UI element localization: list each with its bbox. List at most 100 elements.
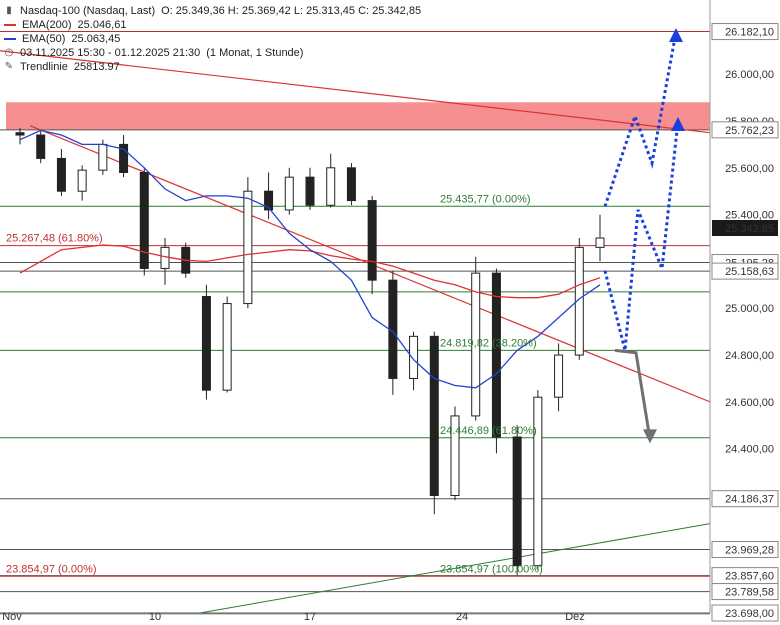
candle [533, 390, 543, 571]
candle-body [15, 132, 25, 136]
level-price-label: 23.857,60 [725, 571, 774, 583]
candle-body [346, 167, 356, 202]
arrow-head-icon [671, 116, 685, 131]
legend-instrument: Nasdaq-100 (Nasdaq, Last) [20, 5, 156, 17]
candle [346, 163, 356, 206]
candle-body [284, 176, 294, 211]
legend-label: EMA(200) [22, 19, 72, 31]
x-tick-label: Nov [2, 611, 22, 623]
legend-ohlc: O: 25.349,36 H: 25.369,42 L: 25.313,45 C… [161, 5, 422, 17]
candle [595, 214, 605, 262]
bar-chart-icon: ▮ [6, 5, 12, 16]
legend-value: 25813.97 [73, 61, 120, 73]
legend-value: 25.063,45 [71, 33, 121, 45]
candle [139, 167, 149, 276]
candle-body [56, 157, 66, 192]
line-swatch-icon [4, 38, 16, 40]
ema50-line [19, 129, 601, 389]
candle [243, 177, 253, 309]
fib-annotation: 25.435,77 (0.00%) [440, 193, 531, 205]
y-tick-label: 25.000,00 [725, 303, 774, 315]
legend-label: EMA(50) [22, 33, 66, 45]
candle-body [471, 272, 481, 417]
candle [409, 331, 419, 391]
level-price-box [711, 604, 779, 622]
candle-body [264, 190, 274, 211]
candle-body [243, 190, 253, 305]
candle-body [119, 143, 129, 173]
forecast-path [603, 31, 678, 207]
candle [160, 238, 170, 285]
current-price-label: 25.342,85 [725, 223, 774, 235]
candle-body [36, 134, 46, 159]
level-price-box [711, 541, 779, 559]
candle-body [160, 246, 170, 269]
candle [222, 296, 232, 393]
candle [119, 135, 129, 178]
y-tick-label: 24.400,00 [725, 444, 774, 456]
candle-body [533, 396, 543, 567]
legend-value: (1 Monat, 1 Stunde) [206, 47, 304, 59]
legend-row-ema200[interactable]: EMA(200) 25.046,61 [4, 18, 421, 32]
resistance-trendline [0, 50, 711, 134]
fib-annotation: 24.819,82 (38.20%) [440, 338, 537, 350]
candle-body [98, 143, 108, 171]
fib-annotation: 24.446,89 (61.80%) [440, 425, 537, 437]
fib-annotation: 23.854,97 (0.00%) [6, 563, 97, 575]
line-swatch-icon [4, 24, 16, 26]
ema200-line [19, 244, 601, 299]
fib-annotation: 23.854,97 (100.00%) [440, 563, 543, 575]
candle-body [429, 335, 439, 496]
candle [429, 331, 439, 515]
candle [264, 172, 274, 220]
candle-body [326, 167, 336, 206]
candle-body [77, 169, 87, 192]
legend-label: 03.11.2025 15:30 - 01.12.2025 21:30 [20, 47, 201, 59]
level-price-label: 23.698,00 [725, 608, 774, 620]
legend-value: 25.046,61 [77, 19, 127, 31]
level-price-box [711, 262, 779, 280]
x-tick-label: 10 [149, 611, 161, 623]
forecast-path [614, 348, 652, 440]
pencil-icon: ✎ [4, 61, 14, 72]
legend-row-trendline[interactable]: ✎ Trendlinie 25813.97 [4, 60, 421, 74]
candle-body [491, 272, 501, 438]
legend-row-period[interactable]: ◷ 03.11.2025 15:30 - 01.12.2025 21:30 (1… [4, 46, 421, 60]
candle [77, 165, 87, 201]
level-price-box [711, 583, 779, 601]
level-price-box [711, 23, 779, 41]
candle-body [512, 436, 522, 567]
legend-row-ema50[interactable]: EMA(50) 25.063,45 [4, 32, 421, 46]
fib-annotation: 25.267,48 (61.80%) [6, 233, 103, 245]
candle-body [201, 296, 211, 391]
y-tick-label: 26.000,00 [725, 69, 774, 81]
candle [367, 195, 377, 295]
resistance-zone [6, 102, 710, 130]
candle [284, 167, 294, 215]
forecast-path [603, 120, 680, 351]
candle [305, 167, 315, 210]
level-price-label: 26.182,10 [725, 27, 774, 39]
level-price-label: 24.186,37 [725, 494, 774, 506]
y-tick-label: 25.600,00 [725, 163, 774, 175]
candle-body [367, 200, 377, 281]
candle [56, 149, 66, 196]
legend-label: Trendlinie [20, 61, 68, 73]
x-tick-label: 17 [304, 611, 316, 623]
level-price-box [711, 121, 779, 139]
candle [471, 256, 481, 421]
candle-body [409, 335, 419, 379]
candle-body [595, 237, 605, 248]
candle-body [222, 303, 232, 391]
level-price-label: 25.762,23 [725, 125, 774, 137]
current-price-badge [712, 219, 778, 236]
chart-legend: ▮ Nasdaq-100 (Nasdaq, Last) O: 25.349,36… [4, 4, 421, 74]
candle-body [139, 171, 149, 269]
candle [15, 128, 25, 145]
x-tick-label: 24 [456, 611, 468, 623]
candle-body [554, 354, 564, 398]
level-price-box [711, 490, 779, 508]
candle [512, 425, 522, 576]
arrow-head-icon [643, 429, 657, 444]
